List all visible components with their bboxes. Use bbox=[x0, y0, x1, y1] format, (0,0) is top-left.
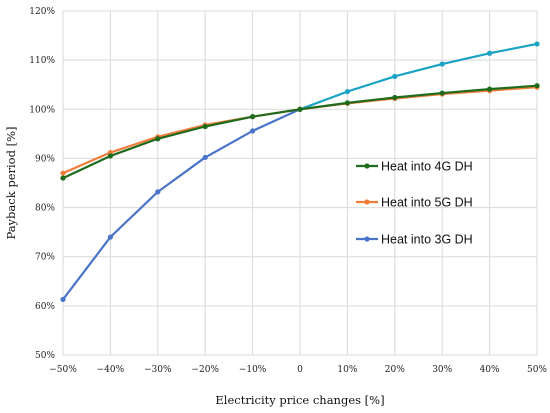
series-line-segment bbox=[109, 137, 159, 158]
series-line-segment bbox=[156, 123, 207, 138]
y-tick-label: 110% bbox=[29, 56, 55, 66]
y-tick-label: 70% bbox=[35, 253, 55, 263]
x-tick-label: 10% bbox=[337, 365, 357, 375]
series-line-segment bbox=[156, 125, 207, 140]
legend: Heat into 4G DH Heat into 5G DH Heat into … bbox=[356, 160, 473, 247]
series-line-segment bbox=[298, 101, 349, 111]
y-tick-label: 60% bbox=[35, 302, 55, 312]
data-point bbox=[107, 153, 113, 159]
x-tick-label: −30% bbox=[144, 365, 172, 375]
series-line-segment bbox=[488, 86, 539, 92]
series-line-segment bbox=[488, 84, 539, 91]
data-point bbox=[344, 88, 350, 95]
series-lines bbox=[60, 41, 540, 303]
x-tick-label: 30% bbox=[432, 365, 452, 375]
series-line-segment bbox=[61, 151, 112, 175]
legend-label: Heat into 4G DH bbox=[381, 160, 473, 174]
data-point bbox=[60, 170, 66, 176]
series-line-segment bbox=[393, 91, 444, 99]
legend-entry: Heat into 3G DH bbox=[356, 233, 473, 247]
data-point bbox=[534, 41, 540, 47]
legend-entry: Heat into 4G DH bbox=[356, 160, 473, 174]
legend-entry: Heat into 5G DH bbox=[356, 196, 473, 210]
series-line-segment bbox=[251, 108, 302, 118]
y-tick-label: 90% bbox=[35, 154, 55, 164]
series-line-segment bbox=[488, 42, 539, 55]
y-tick-label: 50% bbox=[35, 351, 55, 361]
data-point bbox=[107, 234, 113, 240]
data-point bbox=[155, 189, 161, 195]
series-line-segment bbox=[61, 235, 112, 301]
x-tick-label: −40% bbox=[97, 365, 125, 375]
y-tick-label: 80% bbox=[35, 204, 55, 214]
series-line-segment bbox=[109, 190, 159, 239]
series-line-segment bbox=[393, 62, 444, 78]
series-line-segment bbox=[346, 75, 396, 93]
y-tick-labels: 50% 60% 70% 80% 90% 100% 110% 120% bbox=[29, 7, 55, 361]
series-line-segment bbox=[346, 96, 396, 104]
x-tick-label: 0 bbox=[297, 365, 303, 375]
data-point bbox=[534, 83, 540, 89]
data-point bbox=[60, 296, 66, 303]
series-line-segment bbox=[61, 154, 112, 180]
series-line-segment bbox=[441, 88, 491, 95]
series-line-segment bbox=[251, 108, 302, 133]
data-point bbox=[439, 61, 445, 67]
legend-swatch-marker bbox=[364, 199, 370, 205]
series-line-segment bbox=[156, 156, 207, 193]
x-tick-labels: −50% −40% −30% −20% −10% 0 10% 20% 30% 40% 50% bbox=[49, 365, 547, 375]
x-axis-title: Electricity price changes [%] bbox=[215, 393, 384, 407]
x-tick-label: 40% bbox=[480, 365, 500, 375]
x-tick-label: −20% bbox=[191, 365, 219, 375]
series-line-segment bbox=[204, 129, 254, 159]
x-tick-label: 50% bbox=[527, 365, 547, 375]
series-line-segment bbox=[109, 135, 159, 154]
legend-swatch-marker bbox=[364, 163, 370, 169]
series-line-segment bbox=[441, 52, 491, 66]
data-point bbox=[202, 154, 208, 161]
data-point bbox=[392, 94, 398, 101]
series-line-segment bbox=[298, 90, 349, 111]
x-tick-label: −10% bbox=[239, 365, 267, 375]
y-tick-label: 100% bbox=[29, 105, 55, 115]
data-point bbox=[202, 123, 208, 130]
legend-swatch-marker bbox=[364, 236, 370, 242]
x-tick-label: 20% bbox=[385, 365, 405, 375]
data-point bbox=[392, 73, 398, 79]
series-0 bbox=[60, 83, 540, 181]
gridlines bbox=[62, 10, 538, 356]
data-point bbox=[250, 128, 256, 134]
data-point bbox=[439, 90, 445, 96]
data-point bbox=[155, 136, 161, 142]
data-point bbox=[487, 50, 493, 56]
series-2 bbox=[60, 41, 540, 303]
data-point bbox=[250, 114, 256, 120]
series-line-segment bbox=[204, 115, 254, 128]
data-point bbox=[297, 106, 303, 112]
legend-label: Heat into 3G DH bbox=[381, 233, 473, 247]
data-point bbox=[60, 175, 66, 181]
data-point bbox=[487, 86, 493, 92]
data-point bbox=[344, 100, 350, 106]
y-axis-title: Payback period [%] bbox=[4, 126, 18, 239]
y-tick-label: 120% bbox=[29, 7, 55, 17]
legend-label: Heat into 5G DH bbox=[381, 196, 473, 210]
x-tick-label: −50% bbox=[49, 365, 77, 375]
